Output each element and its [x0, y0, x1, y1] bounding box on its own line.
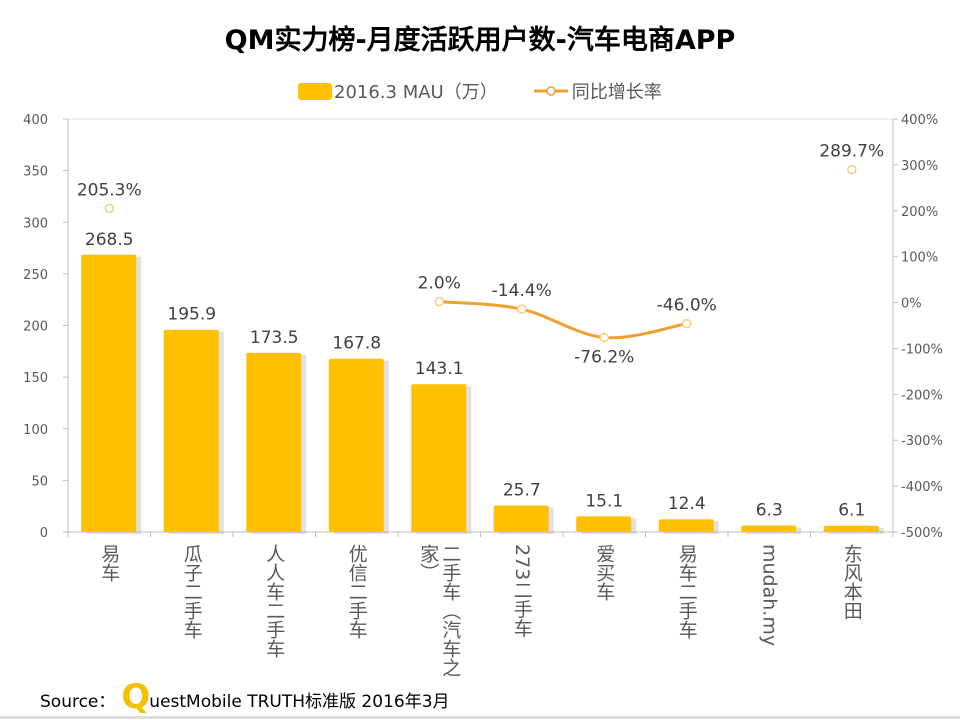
x-tick-label: 二手车（汽车之家） [417, 544, 462, 677]
bar [493, 505, 549, 532]
source-prefix: Source： [40, 692, 116, 712]
x-tick-label: 爱买车 [593, 544, 616, 601]
growth-value-label: -14.4% [492, 281, 552, 301]
right-tick-label: 200% [901, 205, 938, 220]
bar [823, 525, 879, 532]
bar-value-label: 15.1 [585, 491, 623, 511]
right-tick-label: -500% [901, 526, 943, 541]
left-tick-label: 350 [23, 165, 48, 180]
legend-bar-label: 2016.3 MAU（万） [334, 82, 498, 103]
bar [741, 525, 797, 532]
right-tick-label: 0% [901, 297, 922, 312]
bar-value-label: 173.5 [250, 328, 299, 348]
bar-value-label: 6.1 [838, 501, 865, 521]
growth-value-label: 205.3% [77, 180, 142, 200]
x-tick-label: 瓜子二手车 [180, 544, 203, 639]
bar [246, 352, 302, 532]
bar [576, 516, 632, 532]
footer-divider [0, 716, 960, 719]
left-tick-label: 400 [23, 113, 48, 128]
growth-value-label: -76.2% [574, 348, 634, 368]
bar [328, 358, 384, 532]
left-tick-label: 100 [23, 423, 48, 438]
bar-value-label: 12.4 [668, 494, 706, 514]
x-tick-label: 东风本田 [840, 544, 863, 620]
bar [411, 384, 467, 532]
x-tick-label: 人人车二手车 [263, 544, 286, 658]
right-tick-label: -200% [901, 388, 943, 403]
bar-value-label: 195.9 [167, 305, 216, 325]
growth-line [439, 300, 688, 340]
bar-value-label: 143.1 [415, 359, 464, 379]
left-tick-label: 250 [23, 268, 48, 283]
left-tick-label: 0 [40, 526, 48, 541]
bar-value-label: 167.8 [332, 334, 381, 354]
legend: 2016.3 MAU（万） 同比增长率 [298, 78, 662, 104]
legend-bar-swatch [298, 82, 332, 100]
right-tick-label: -400% [901, 480, 943, 495]
left-tick-label: 300 [23, 216, 48, 231]
chart-title: QM实力榜-月度活跃用户数-汽车电商APP [224, 25, 736, 56]
growth-value-label: -46.0% [657, 296, 717, 316]
x-tick-label: mudah.my [758, 544, 781, 647]
right-tick-label: 400% [901, 113, 938, 128]
growth-point [682, 318, 692, 329]
growth-value-label: 2.0% [418, 274, 461, 294]
bar [163, 329, 219, 532]
right-tick-label: 300% [901, 159, 938, 174]
bar-value-label: 25.7 [503, 480, 541, 500]
source-note: Source： Q uestMobile TRUTH标准版 2016年3月 [40, 677, 450, 717]
right-tick-label: 100% [901, 251, 938, 266]
right-tick-label: -300% [901, 434, 943, 449]
legend-line-swatch [533, 86, 568, 96]
x-tick-label: 易车二手车 [675, 544, 698, 639]
left-tick-label: 200 [23, 320, 48, 335]
growth-point [104, 203, 114, 214]
right-tick-label: -100% [901, 342, 943, 357]
legend-line-label: 同比增长率 [571, 82, 662, 103]
source-text: uestMobile TRUTH标准版 2016年3月 [149, 692, 450, 712]
bar-value-label: 6.3 [756, 500, 783, 520]
bar [81, 254, 137, 532]
growth-point [847, 164, 857, 175]
x-tick-label: 易车 [98, 544, 121, 582]
growth-point [434, 296, 444, 307]
questmobile-logo: Q [121, 677, 151, 717]
bar-value-label: 268.5 [85, 230, 134, 250]
growth-value-label: 289.7% [819, 142, 884, 162]
growth-point [517, 304, 527, 314]
left-tick-label: 150 [23, 371, 48, 386]
x-tick-label: 优信二手车 [345, 544, 368, 639]
growth-point [599, 332, 609, 343]
bar [658, 519, 714, 532]
x-tick-label: 273二手车 [510, 544, 533, 638]
left-tick-label: 50 [31, 474, 48, 489]
